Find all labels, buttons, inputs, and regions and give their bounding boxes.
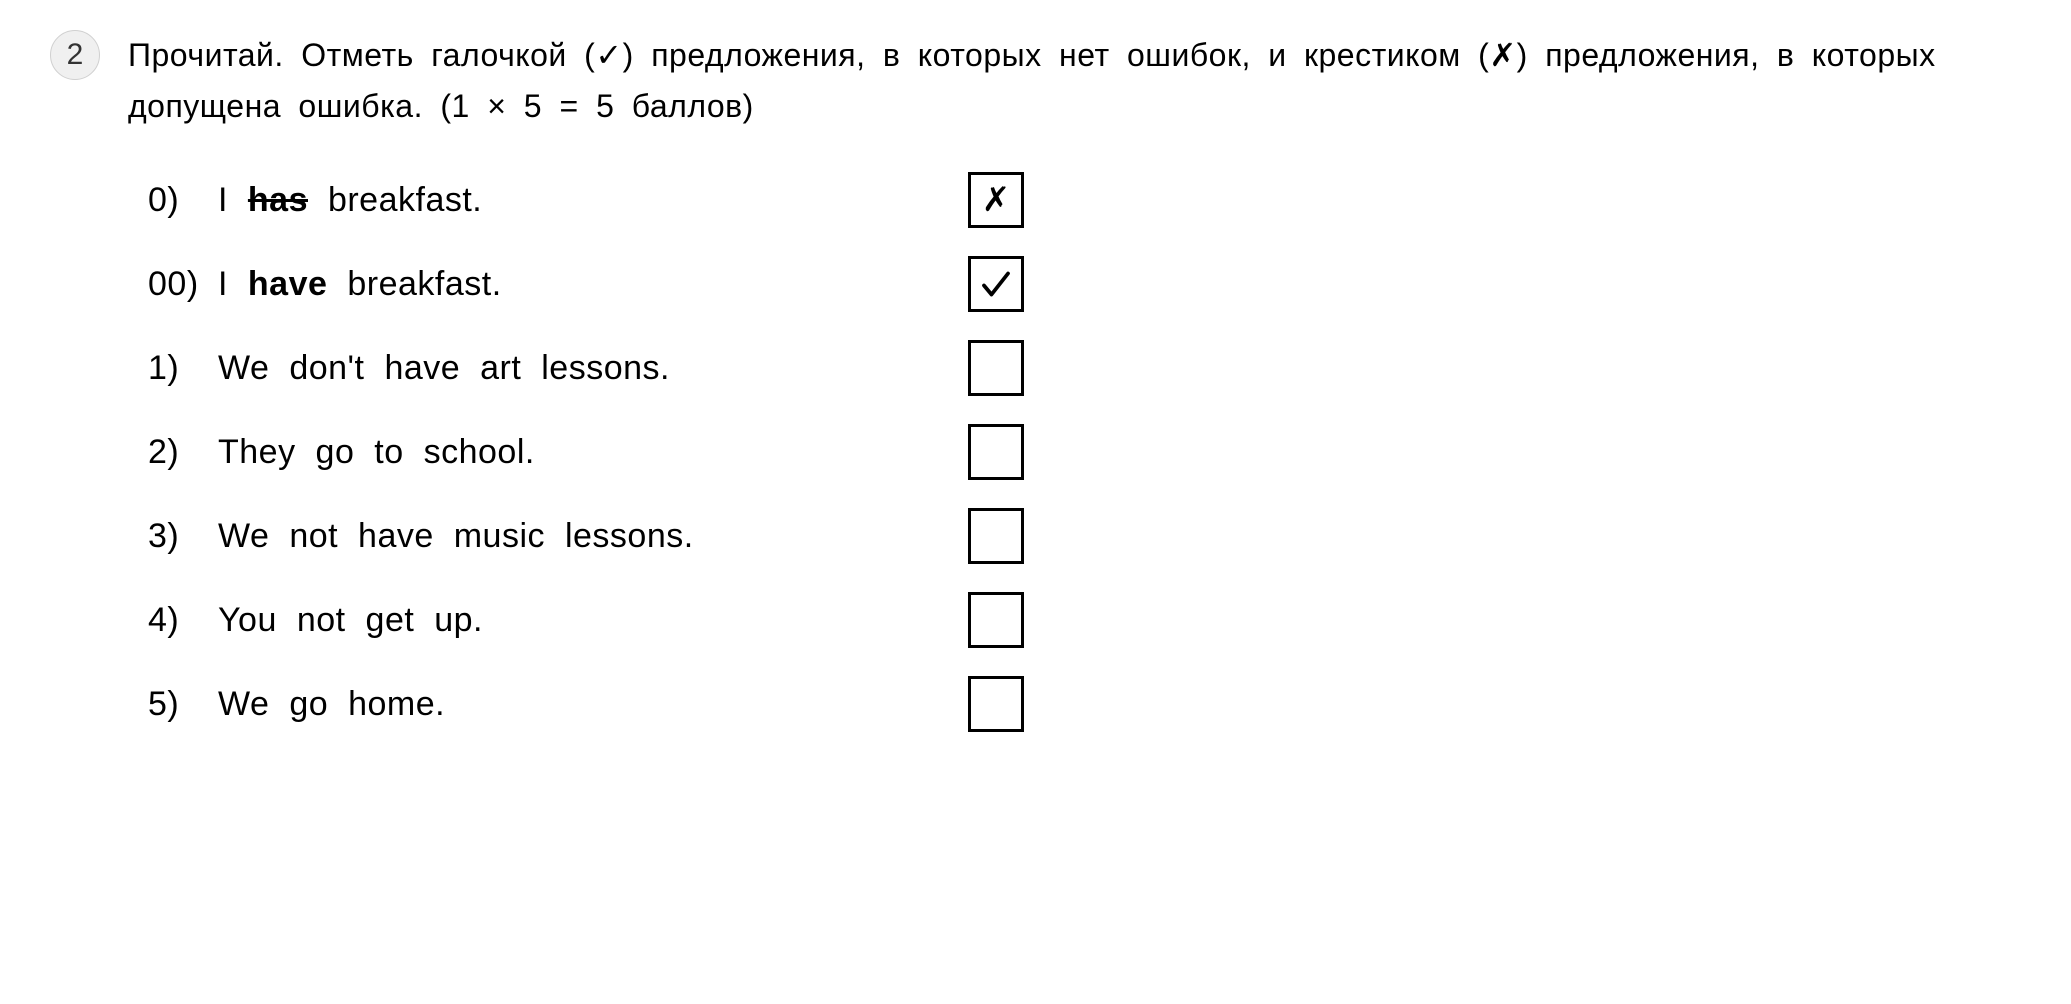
item-index: 0)	[148, 181, 218, 220]
item-suffix: breakfast.	[308, 181, 482, 219]
item-text: 4)You not get up.	[148, 601, 968, 640]
item-prefix: We not have music lessons.	[218, 517, 694, 555]
item-text: 1)We don't have art lessons.	[148, 349, 968, 388]
item-row: 5)We go home.	[148, 676, 2021, 732]
item-index: 00)	[148, 265, 218, 304]
item-prefix: I	[218, 181, 248, 219]
item-index: 4)	[148, 601, 218, 640]
instruction-text: Прочитай. Отметь галочкой (✓) предложени…	[128, 30, 2021, 132]
item-bold-word: have	[248, 265, 328, 303]
item-text: 00)I have breakfast.	[148, 265, 968, 304]
exercise-content: Прочитай. Отметь галочкой (✓) предложени…	[128, 30, 2021, 760]
item-index: 2)	[148, 433, 218, 472]
item-row: 1)We don't have art lessons.	[148, 340, 2021, 396]
item-text: 0)I has breakfast.	[148, 181, 968, 220]
item-text: 2)They go to school.	[148, 433, 968, 472]
item-index: 1)	[148, 349, 218, 388]
item-row: 0)I has breakfast.✗	[148, 172, 2021, 228]
item-row: 4)You not get up.	[148, 592, 2021, 648]
item-prefix: We don't have art lessons.	[218, 349, 670, 387]
item-row: 2)They go to school.	[148, 424, 2021, 480]
answer-checkbox[interactable]	[968, 508, 1024, 564]
check-icon	[978, 266, 1014, 302]
answer-checkbox[interactable]	[968, 256, 1024, 312]
item-row: 00)I have breakfast.	[148, 256, 2021, 312]
items-list: 0)I has breakfast.✗00)I have breakfast.1…	[128, 172, 2021, 732]
answer-checkbox[interactable]	[968, 340, 1024, 396]
item-prefix: We go home.	[218, 685, 445, 723]
item-index: 5)	[148, 685, 218, 724]
answer-checkbox[interactable]	[968, 424, 1024, 480]
item-index: 3)	[148, 517, 218, 556]
item-suffix: breakfast.	[327, 265, 501, 303]
exercise-number-badge: 2	[50, 30, 100, 80]
item-prefix: They go to school.	[218, 433, 535, 471]
exercise-block: 2 Прочитай. Отметь галочкой (✓) предложе…	[50, 30, 2021, 760]
item-text: 5)We go home.	[148, 685, 968, 724]
item-prefix: You not get up.	[218, 601, 483, 639]
item-row: 3)We not have music lessons.	[148, 508, 2021, 564]
answer-checkbox[interactable]	[968, 592, 1024, 648]
item-prefix: I	[218, 265, 248, 303]
answer-checkbox[interactable]	[968, 676, 1024, 732]
item-text: 3)We not have music lessons.	[148, 517, 968, 556]
answer-checkbox[interactable]: ✗	[968, 172, 1024, 228]
item-bold-word: has	[248, 181, 308, 219]
